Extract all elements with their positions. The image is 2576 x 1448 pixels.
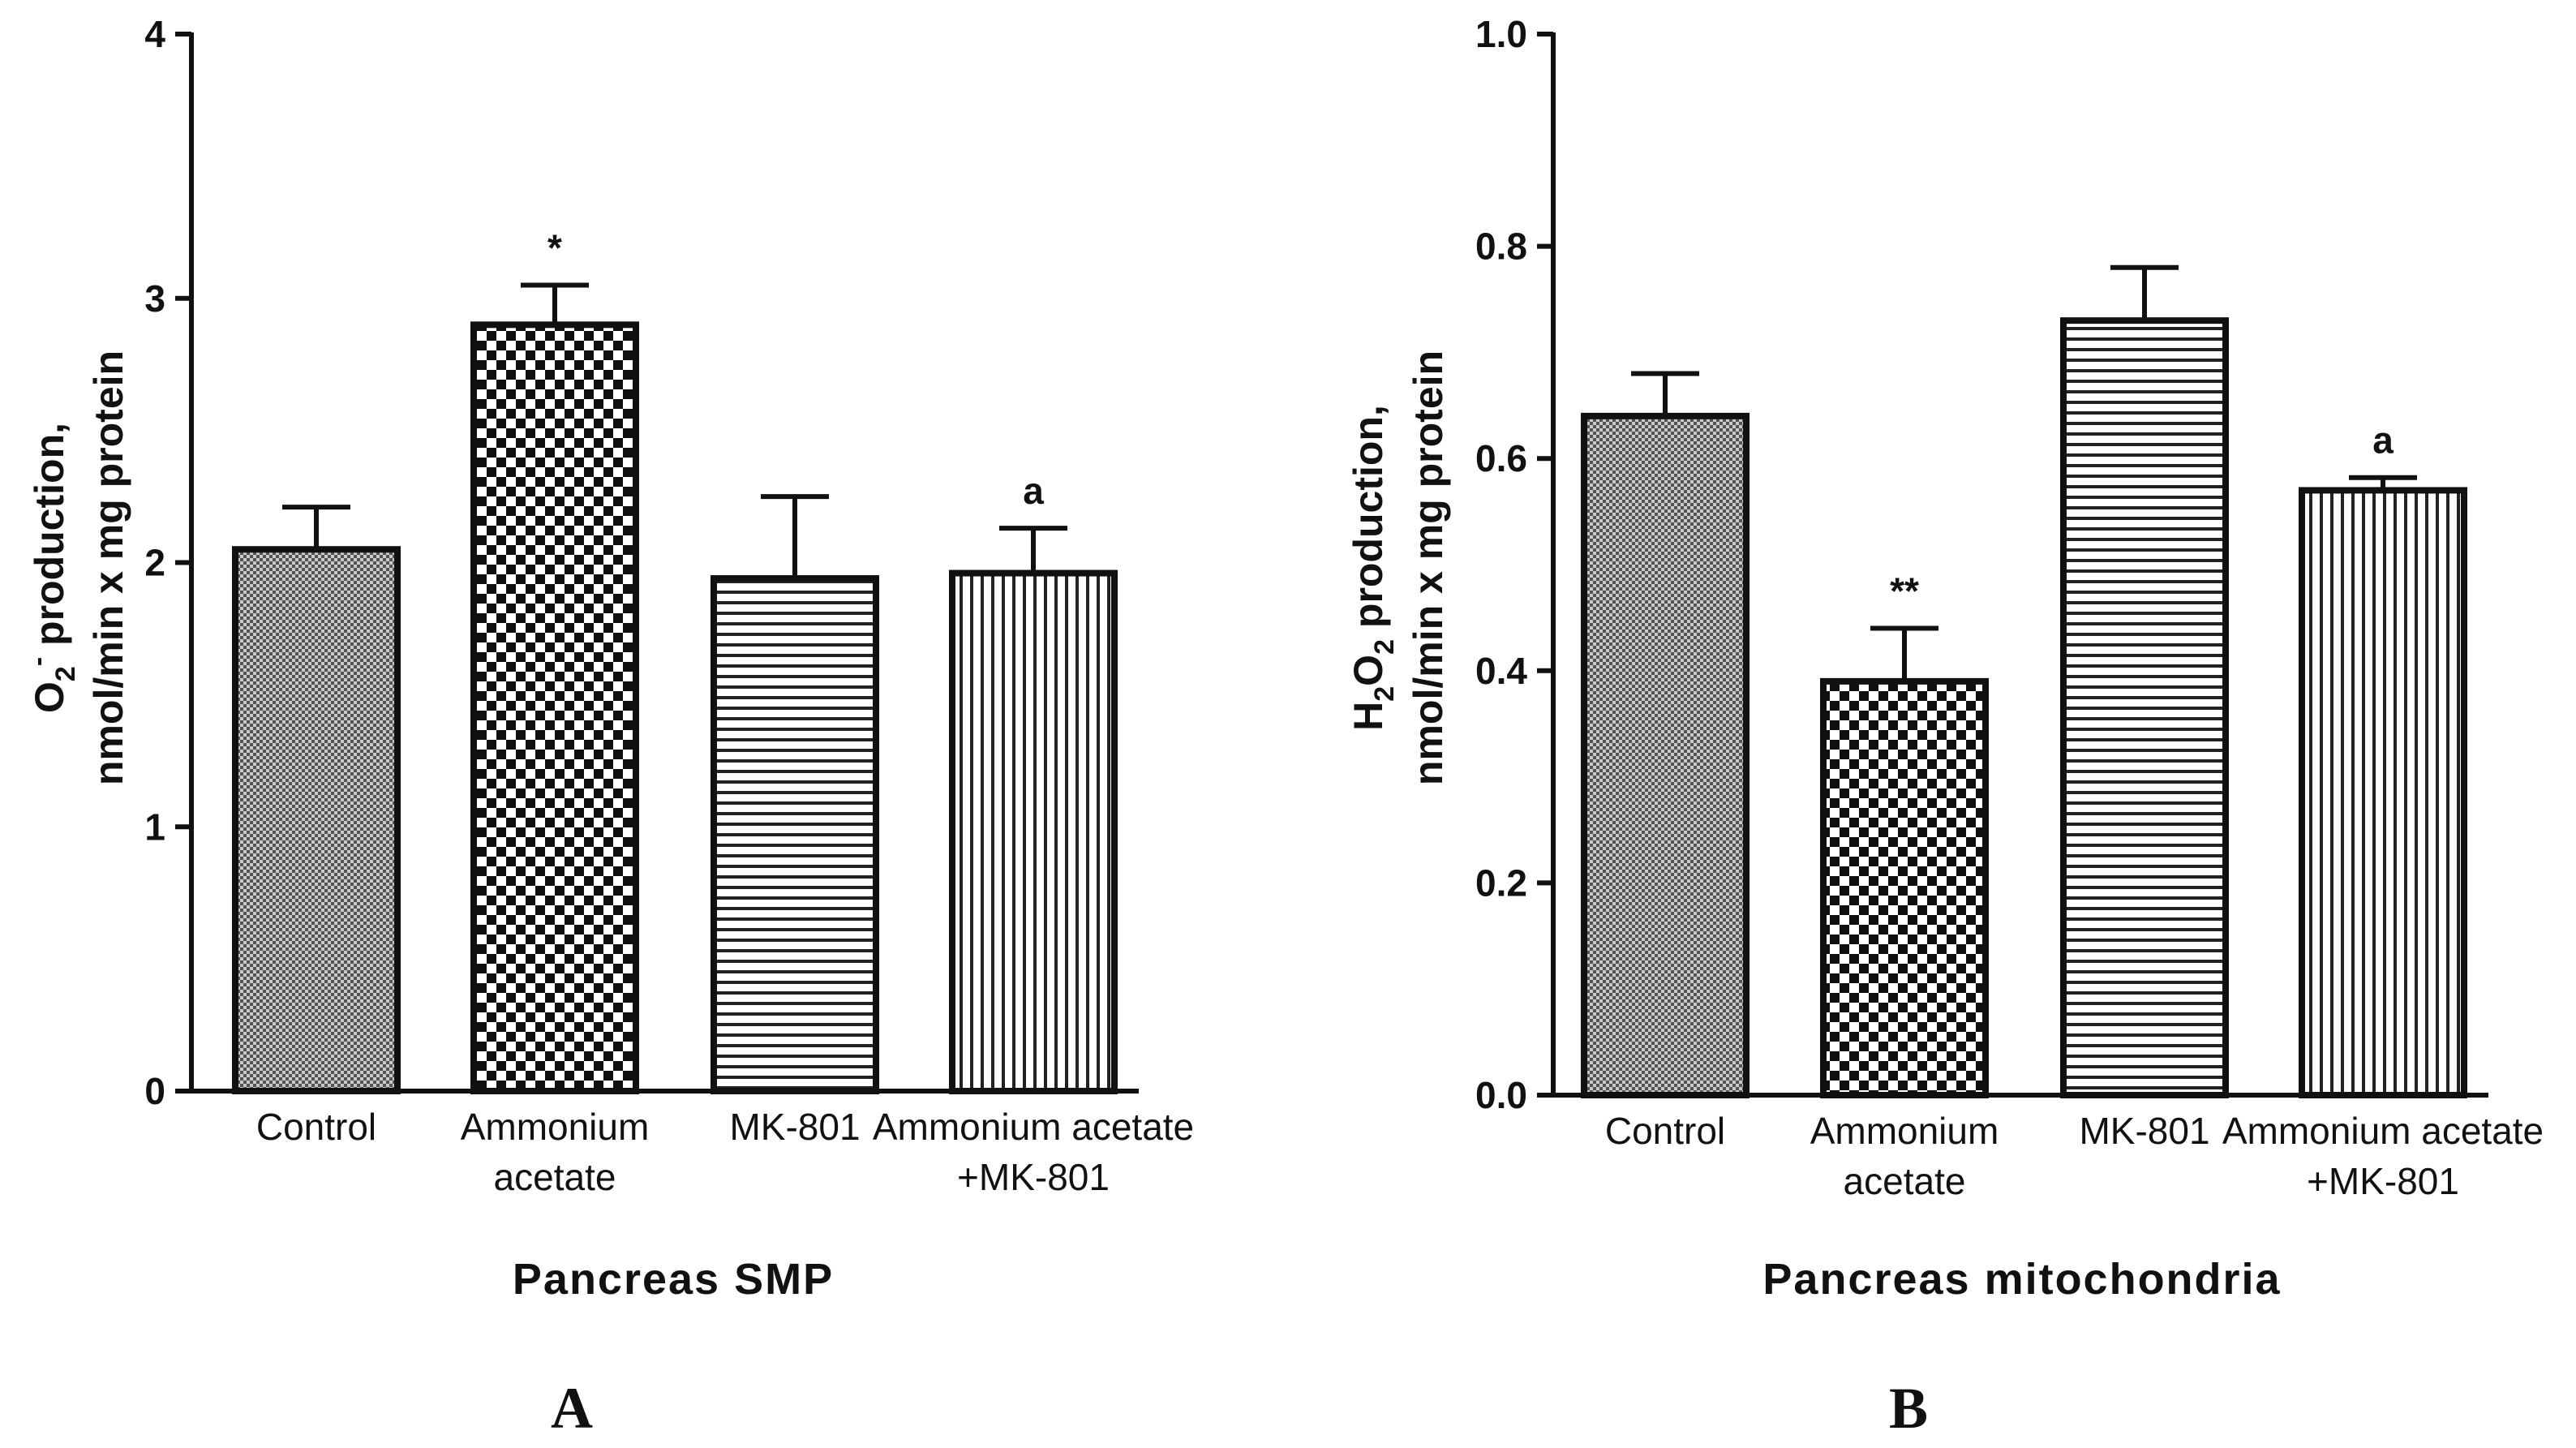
bar (1820, 677, 1989, 1098)
y-tick-label: 4 (144, 13, 165, 55)
y-label-part: production, (27, 423, 72, 657)
y-tick-label: 1 (144, 806, 165, 848)
y-tick-label: 0 (144, 1070, 165, 1112)
panel-label: A (551, 1376, 593, 1441)
y-label-part: H (1346, 702, 1391, 731)
y-label-part: production, (1346, 405, 1391, 639)
bar (949, 569, 1118, 1094)
y-label-part: O (27, 681, 72, 713)
bar (232, 546, 401, 1094)
x-tick-label: Control (1605, 1110, 1725, 1152)
significance-marker: a (2372, 419, 2394, 462)
bar (470, 321, 639, 1094)
y-tick-label: 1.0 (1475, 13, 1527, 55)
bar (1581, 412, 1750, 1098)
x-axis-title: Pancreas mitochondria (1762, 1255, 2281, 1304)
y-tick-label: 0.2 (1475, 861, 1527, 904)
y-tick-label: 3 (144, 277, 165, 320)
x-tick-label: Control (256, 1106, 376, 1148)
bar (711, 575, 879, 1094)
x-tick-label: Ammonium (1810, 1110, 1999, 1152)
y-axis-label: O2- production, (23, 423, 81, 713)
y-tick-label: 0.6 (1475, 437, 1527, 479)
y-tick-label: 0.0 (1475, 1074, 1527, 1116)
x-tick-label: Ammonium acetate (2222, 1110, 2544, 1152)
y-axis-label-line2: nmol/min x mg protein (86, 350, 131, 785)
x-tick-label: +MK-801 (957, 1156, 1110, 1198)
y-label-part: O (1346, 655, 1391, 686)
significance-marker: a (1023, 470, 1044, 512)
y-label-subscript: 2 (1369, 639, 1400, 655)
x-axis-title: Pancreas SMP (513, 1255, 834, 1304)
panel-label: B (1889, 1376, 1928, 1441)
y-axis-label-line2: nmol/min x mg protein (1406, 350, 1451, 785)
y-tick-label: 0.4 (1475, 650, 1527, 692)
bar (2299, 487, 2467, 1098)
y-label-subscript: 2 (50, 666, 81, 681)
y-label-subscript: 2 (1369, 686, 1400, 702)
x-tick-label: Ammonium acetate (873, 1106, 1194, 1148)
x-tick-label: +MK-801 (2307, 1160, 2459, 1202)
significance-marker: ** (1890, 569, 1919, 612)
y-tick-label: 2 (144, 542, 165, 584)
x-tick-label: MK-801 (729, 1106, 860, 1148)
chart-panel-a: 0 1 2 3 4 Control * Ammonium acetate MK-801 a Ammon… (23, 13, 1194, 1441)
y-axis-label: H2O2 production, (1346, 405, 1400, 731)
chart-panel-b: 0.0 0.2 0.4 0.6 0.8 1.0 Control ** Ammonium aceta… (1346, 13, 2544, 1441)
x-tick-label: MK-801 (2079, 1110, 2209, 1152)
y-tick-label: 0.8 (1475, 226, 1527, 268)
x-tick-label: acetate (494, 1156, 616, 1198)
significance-marker: * (547, 226, 562, 269)
y-label-superscript: - (23, 657, 54, 666)
x-tick-label: acetate (1844, 1160, 1966, 1202)
bar (2060, 317, 2229, 1099)
x-tick-label: Ammonium (461, 1106, 650, 1148)
